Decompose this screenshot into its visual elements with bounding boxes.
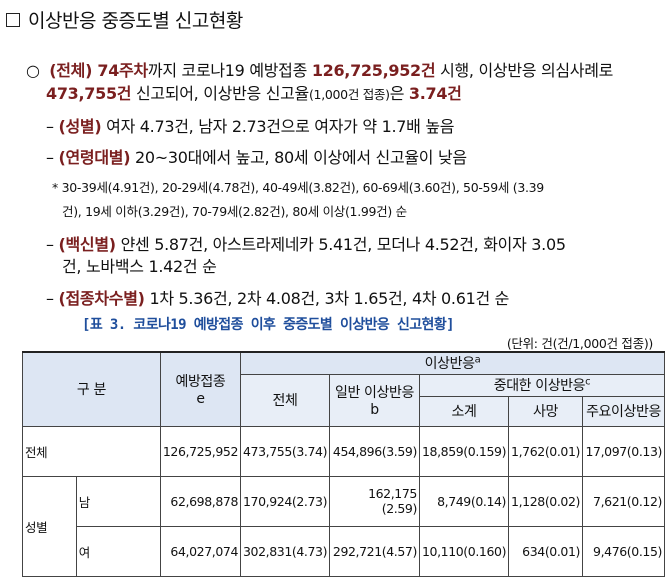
header-adverse: 이상반응a xyxy=(240,351,665,375)
header-total: 전체 xyxy=(239,373,331,427)
summary-line-2: 473,755건 신고되어, 이상반응 신고율(1,000건 접종)은 3.74… xyxy=(46,80,462,104)
row-group: 전체 xyxy=(22,425,161,477)
table-caption: [표 3. 코로나19 예방접종 이후 중증도별 이상반응 신고현황] xyxy=(82,317,455,333)
report-table: 구 분 예방접종 e 이상반응a 전체 일반 이상반응 b 중대한 이상반응c 소계… xyxy=(22,351,665,577)
cell-major: 9,476(0.15) xyxy=(582,525,665,577)
cell-general: 454,896(3.59) xyxy=(329,425,420,477)
header-subtotal: 소계 xyxy=(418,395,510,427)
header-major: 주요이상반응 xyxy=(582,395,665,427)
sex-text: 여자 4.73건, 남자 2.73건으로 여자가 약 1.7배 높음 xyxy=(106,117,455,136)
row-sub: 여 xyxy=(75,525,161,577)
header-group: 구 분 xyxy=(22,351,161,427)
vaccine-line-1: – (백신별) 얀센 5.87건, 아스트라제네카 5.41건, 모더나 4.5… xyxy=(46,231,566,255)
header-vacc-sup: e xyxy=(196,391,205,408)
summary-text-3: 신고되어, 이상반응 신고율 xyxy=(131,84,309,103)
row-sub: 남 xyxy=(75,475,161,527)
dash: – xyxy=(46,117,54,136)
age-line: – (연령대별) 20~30대에서 높고, 80세 이상에서 신고율이 낮음 xyxy=(46,144,467,168)
cell-vacc: 64,027,074 xyxy=(159,525,242,577)
cell-subtotal: 8,749(0.14) xyxy=(418,475,510,527)
table-row: 성별 남 62,698,878 170,924(2.73) 162,175 (2… xyxy=(22,475,665,577)
header-vaccination: 예방접종 e xyxy=(159,351,242,427)
summary-line-1: ○ (전체) 74주차까지 코로나19 예방접종 126,725,952건 시행… xyxy=(26,57,613,81)
cell-vacc: 126,725,952 xyxy=(159,425,242,477)
table-row: 여 64,027,074 302,831(4.73) 292,721(4.57)… xyxy=(23,525,665,577)
header-general-text: 일반 이상반응 xyxy=(335,385,414,401)
dash: – xyxy=(46,148,54,167)
cell-general: 162,175 (2.59) xyxy=(329,475,420,527)
summary-text-2: 시행, 이상반응 의심사례로 xyxy=(435,61,614,80)
summary-rate: 3.74건 xyxy=(408,84,462,103)
vaccine-label: (백신별) xyxy=(58,235,117,254)
age-note-1: * 30-39세(4.91건), 20-29세(4.78건), 40-49세(3… xyxy=(52,180,544,195)
cell-vacc: 62,698,878 xyxy=(159,475,242,527)
title-text: 이상반응 중증도별 신고현황 xyxy=(28,10,243,32)
row-group: 성별 xyxy=(22,475,77,577)
vaccine-line-2: 건, 노바백스 1.42건 순 xyxy=(62,257,217,276)
cell-general: 292,721(4.57) xyxy=(329,525,420,577)
cell-death: 1,762(0.01) xyxy=(508,425,584,477)
summary-week: (전체) 74주차 xyxy=(49,61,148,80)
header-serious-text: 중대한 이상반응 xyxy=(493,378,586,394)
header-death: 사망 xyxy=(508,395,584,427)
dose-line: – (접종차수별) 1차 5.36건, 2차 4.08건, 3차 1.65건, … xyxy=(46,285,509,309)
page-title: 이상반응 중증도별 신고현황 xyxy=(6,6,243,33)
dash: – xyxy=(46,235,54,254)
header-ae-text: 이상반응 xyxy=(424,356,475,373)
cell-death: 1,128(0.02) xyxy=(508,475,584,527)
checkbox-icon xyxy=(6,12,20,27)
header-serious: 중대한 이상반응c xyxy=(418,373,665,397)
header-vacc-text: 예방접종 xyxy=(175,374,226,391)
bullet-circle: ○ xyxy=(26,61,40,80)
vaccine-text: 얀센 5.87건, 아스트라제네카 5.41건, 모더나 4.52건, 화이자 … xyxy=(120,235,566,254)
table-unit: (단위: 건(건/1,000건 접종)) xyxy=(506,336,653,351)
dose-label: (접종차수별) xyxy=(58,289,145,308)
sex-line: – (성별) 여자 4.73건, 남자 2.73건으로 여자가 약 1.7배 높… xyxy=(46,113,454,137)
cell-subtotal: 18,859(0.159) xyxy=(418,425,510,477)
dash: – xyxy=(46,289,54,308)
summary-text-4: 은 xyxy=(389,84,409,103)
age-label: (연령대별) xyxy=(58,148,131,167)
cell-total: 302,831(4.73) xyxy=(239,525,331,577)
summary-report-count: 473,755건 xyxy=(46,84,132,103)
header-general-sup: b xyxy=(370,402,379,418)
sex-label: (성별) xyxy=(58,117,102,136)
age-text: 20~30대에서 높고, 80세 이상에서 신고율이 낮음 xyxy=(135,148,467,167)
cell-death: 634(0.01) xyxy=(508,525,584,577)
cell-major: 7,621(0.12) xyxy=(582,475,665,527)
header-ae-sup: a xyxy=(474,354,481,366)
cell-major: 17,097(0.13) xyxy=(582,425,665,477)
age-note-2: 건), 19세 이하(3.29건), 70-79세(2.82건), 80세 이상… xyxy=(62,204,407,219)
summary-text: 까지 코로나19 예방접종 xyxy=(147,61,312,80)
header-general: 일반 이상반응 b xyxy=(329,373,420,427)
summary-vacc-count: 126,725,952건 xyxy=(311,61,436,80)
cell-total: 170,924(2.73) xyxy=(239,475,331,527)
dose-text: 1차 5.36건, 2차 4.08건, 3차 1.65건, 4차 0.61건 순 xyxy=(149,289,510,308)
table-row: 전체 126,725,952 473,755(3.74) 454,896(3.5… xyxy=(22,425,665,477)
cell-total: 473,755(3.74) xyxy=(239,425,331,477)
cell-subtotal: 10,110(0.160) xyxy=(418,525,510,577)
header-serious-sup: c xyxy=(585,376,591,388)
summary-note: (1,000건 접종) xyxy=(308,87,390,102)
